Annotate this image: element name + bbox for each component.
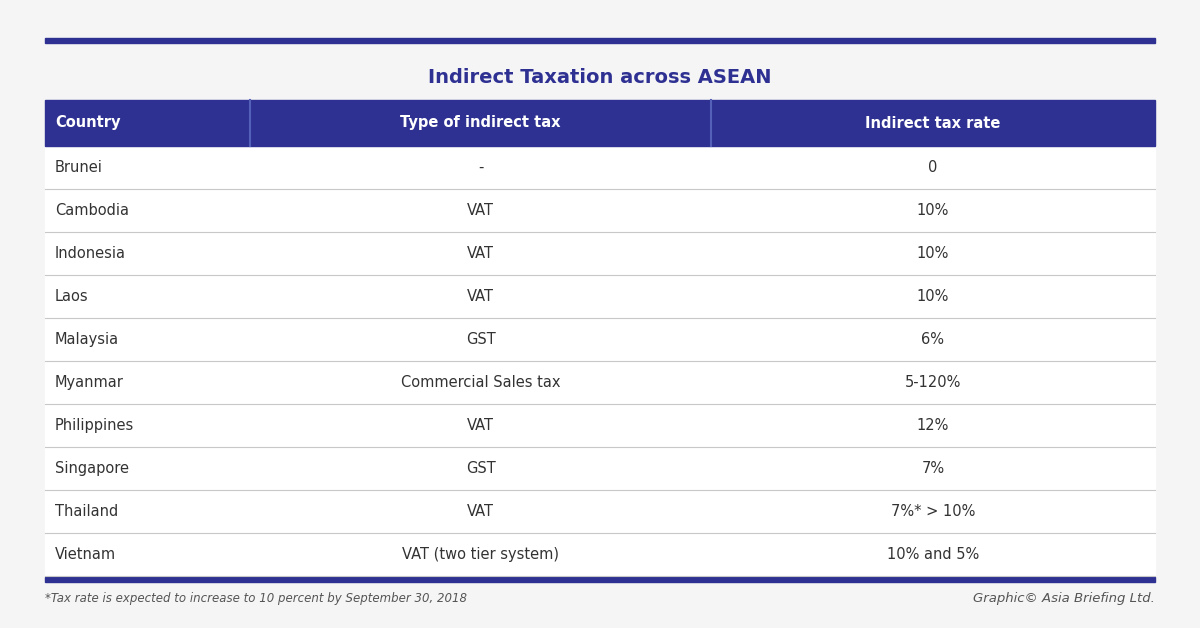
Text: 10%: 10% bbox=[917, 203, 949, 218]
Text: Singapore: Singapore bbox=[55, 461, 130, 476]
Text: VAT: VAT bbox=[467, 203, 494, 218]
Text: 5-120%: 5-120% bbox=[905, 375, 961, 390]
Text: *Tax rate is expected to increase to 10 percent by September 30, 2018: *Tax rate is expected to increase to 10 … bbox=[46, 592, 467, 605]
Text: Cambodia: Cambodia bbox=[55, 203, 130, 218]
Text: Type of indirect tax: Type of indirect tax bbox=[401, 116, 560, 131]
Text: 0: 0 bbox=[929, 160, 937, 175]
Text: Malaysia: Malaysia bbox=[55, 332, 119, 347]
Bar bbox=[46, 189, 1154, 232]
Bar bbox=[46, 404, 1154, 447]
Text: GST: GST bbox=[466, 332, 496, 347]
Bar bbox=[46, 577, 1154, 582]
Text: 10%: 10% bbox=[917, 289, 949, 304]
Text: Country: Country bbox=[55, 116, 120, 131]
Bar bbox=[46, 490, 1154, 533]
Bar bbox=[46, 533, 1154, 576]
Text: VAT: VAT bbox=[467, 289, 494, 304]
Text: 10%: 10% bbox=[917, 246, 949, 261]
Bar bbox=[46, 361, 1154, 404]
Text: VAT: VAT bbox=[467, 418, 494, 433]
Bar bbox=[46, 318, 1154, 361]
Text: Philippines: Philippines bbox=[55, 418, 134, 433]
Bar bbox=[46, 38, 1154, 43]
Text: Thailand: Thailand bbox=[55, 504, 119, 519]
Text: 7%: 7% bbox=[922, 461, 944, 476]
Text: Laos: Laos bbox=[55, 289, 89, 304]
Bar bbox=[46, 100, 1154, 146]
Text: 7%* > 10%: 7%* > 10% bbox=[890, 504, 976, 519]
Bar bbox=[46, 146, 1154, 189]
Text: 12%: 12% bbox=[917, 418, 949, 433]
Text: 10% and 5%: 10% and 5% bbox=[887, 547, 979, 562]
Text: Brunei: Brunei bbox=[55, 160, 103, 175]
Text: Myanmar: Myanmar bbox=[55, 375, 124, 390]
Text: VAT: VAT bbox=[467, 246, 494, 261]
Text: Indirect tax rate: Indirect tax rate bbox=[865, 116, 1001, 131]
Text: -: - bbox=[478, 160, 484, 175]
Text: Graphic© Asia Briefing Ltd.: Graphic© Asia Briefing Ltd. bbox=[973, 592, 1154, 605]
Text: Vietnam: Vietnam bbox=[55, 547, 116, 562]
Text: 6%: 6% bbox=[922, 332, 944, 347]
Text: GST: GST bbox=[466, 461, 496, 476]
Text: VAT (two tier system): VAT (two tier system) bbox=[402, 547, 559, 562]
Text: Commercial Sales tax: Commercial Sales tax bbox=[401, 375, 560, 390]
Bar bbox=[46, 275, 1154, 318]
Bar bbox=[46, 232, 1154, 275]
Text: Indonesia: Indonesia bbox=[55, 246, 126, 261]
Text: Indirect Taxation across ASEAN: Indirect Taxation across ASEAN bbox=[428, 68, 772, 87]
Text: VAT: VAT bbox=[467, 504, 494, 519]
Bar bbox=[46, 447, 1154, 490]
